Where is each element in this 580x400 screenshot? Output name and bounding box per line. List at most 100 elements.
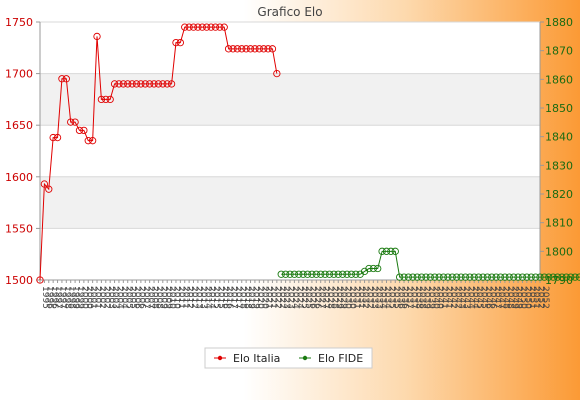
x-tick-label: 2029 <box>334 286 344 309</box>
x-tick-label: 2033 <box>373 286 383 309</box>
y-right-tick-label: 1800 <box>545 245 573 258</box>
x-tick-label: 2038 <box>413 286 423 309</box>
series-point-0 <box>229 45 237 53</box>
series-point-1 <box>523 273 531 281</box>
series-point-0 <box>97 95 106 104</box>
x-tick-label: 2045 <box>479 286 489 309</box>
grid-band <box>40 176 540 229</box>
x-tick-label: 1998 <box>66 286 76 309</box>
series-point-0 <box>176 38 185 47</box>
series-line-1 <box>281 250 580 278</box>
series-point-0 <box>194 23 202 31</box>
x-tick-label: 2043 <box>457 286 467 309</box>
series-point-1 <box>299 270 307 278</box>
series-point-1 <box>545 273 553 281</box>
y-right-tick-label: 1880 <box>545 16 573 29</box>
x-tick-label: 2039 <box>426 286 436 309</box>
x-tick-label: 2031 <box>351 286 361 309</box>
x-tick-label: 2024 <box>290 286 300 309</box>
series-point-1 <box>466 273 474 281</box>
series-point-1 <box>400 273 408 281</box>
y-right-tick-label: 1820 <box>545 188 573 201</box>
x-tick-label: 2048 <box>505 286 515 309</box>
series-point-1 <box>492 273 500 281</box>
series-point-1 <box>540 273 549 281</box>
series-point-1 <box>562 273 570 281</box>
series-point-0 <box>242 45 250 53</box>
y-left-tick-label: 1600 <box>5 171 33 184</box>
x-tick-label: 2044 <box>465 286 475 309</box>
series-point-0 <box>80 126 88 135</box>
x-tick-label: 2034 <box>378 286 388 309</box>
x-tick-label: 2004 <box>115 286 125 309</box>
series-point-1 <box>365 264 373 273</box>
series-point-0 <box>255 45 263 53</box>
series-point-1 <box>457 273 465 281</box>
y-right-tick-label: 1840 <box>545 131 573 144</box>
series-point-0 <box>167 80 176 88</box>
x-tick-label: 2051 <box>531 286 541 309</box>
series-point-0 <box>273 69 281 78</box>
legend-label-0: Elo Italia <box>233 352 280 365</box>
x-tick-label: 2009 <box>158 286 168 309</box>
series-point-1 <box>303 270 312 278</box>
x-tick-label: 2023 <box>281 286 291 309</box>
series-point-1 <box>281 270 290 278</box>
series-point-1 <box>395 273 404 281</box>
x-tick-label: 2040 <box>430 286 440 309</box>
x-tick-label: 2006 <box>132 286 142 309</box>
series-point-0 <box>220 23 228 31</box>
series-point-0 <box>49 133 57 142</box>
x-tick-label: 2039 <box>422 286 432 309</box>
x-tick-label: 1997 <box>58 286 68 309</box>
x-tick-label: 2013 <box>194 286 204 309</box>
x-tick-label: 2016 <box>220 286 230 309</box>
series-point-1 <box>435 273 443 281</box>
series-point-1 <box>567 273 575 281</box>
x-tick-label: 2038 <box>417 286 427 309</box>
series-point-1 <box>453 273 461 281</box>
series-point-1 <box>558 273 566 281</box>
x-tick-label: 2003 <box>106 286 116 309</box>
x-tick-label: 2000 <box>79 286 89 309</box>
x-tick-label: 2012 <box>189 286 199 309</box>
x-tick-label: 2028 <box>329 286 339 309</box>
series-point-0 <box>110 80 119 88</box>
chart-title: Grafico Elo <box>257 5 322 19</box>
x-tick-label: 2050 <box>518 286 528 309</box>
x-tick-label: 2001 <box>93 286 103 309</box>
y-right-tick-label: 1850 <box>545 102 573 115</box>
x-tick-label: 2000 <box>84 286 94 309</box>
y-left-tick-label: 1650 <box>5 119 33 132</box>
x-tick-label: 2042 <box>448 286 458 309</box>
x-tick-label: 2006 <box>136 286 146 309</box>
y-left-tick-label: 1750 <box>5 16 33 29</box>
series-point-1 <box>308 270 316 278</box>
series-point-0 <box>172 38 180 47</box>
series-point-1 <box>549 273 557 281</box>
series-point-1 <box>461 273 470 281</box>
series-point-1 <box>417 273 426 281</box>
series-point-0 <box>93 32 101 41</box>
x-tick-label: 2007 <box>141 286 151 309</box>
series-point-1 <box>514 273 522 281</box>
series-point-0 <box>246 45 255 53</box>
x-tick-label: 2017 <box>233 286 243 309</box>
x-tick-label: 2021 <box>264 286 274 309</box>
x-tick-label: 2007 <box>145 286 155 309</box>
series-point-1 <box>290 270 299 278</box>
series-point-0 <box>67 118 75 126</box>
series-point-0 <box>137 80 145 88</box>
series-point-1 <box>321 270 329 278</box>
series-point-1 <box>479 273 487 281</box>
x-tick-label: 2048 <box>501 286 511 309</box>
series-point-0 <box>181 23 189 31</box>
x-tick-label: 2025 <box>299 286 309 309</box>
x-tick-label: 2044 <box>470 286 480 309</box>
x-tick-label: 2029 <box>338 286 348 309</box>
x-tick-label: 2026 <box>312 286 322 309</box>
x-tick-label: 2040 <box>435 286 445 309</box>
series-point-0 <box>203 23 211 31</box>
x-tick-label: 2031 <box>356 286 366 309</box>
